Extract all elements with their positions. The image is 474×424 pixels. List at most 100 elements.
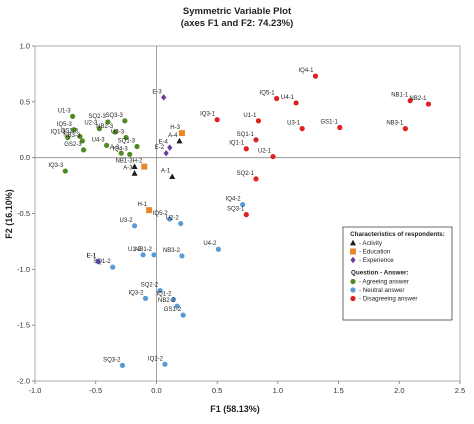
data-point [176, 137, 183, 144]
y-tick-label: -2.0 [17, 377, 30, 386]
axes-layer: -1.0 -0.5 0.0 0.5 1.0 1.5 2.0 2.5 1.0 0.5 0.0 -0.5 -… [17, 42, 465, 396]
data-point [134, 143, 140, 150]
legend-label: - Neutral answer [359, 287, 404, 294]
data-point [131, 170, 138, 176]
data-label: U1-2 [128, 247, 142, 253]
y-tick-label: 0.0 [20, 153, 30, 162]
data-point [179, 253, 185, 259]
data-label: E-3 [152, 89, 162, 95]
data-label: IQ2-2 [148, 356, 164, 362]
data-label: SQ2-3 [89, 114, 107, 120]
data-label: IQ4-2 [226, 197, 242, 203]
data-point [169, 173, 176, 180]
y-tick-label: 0.5 [20, 97, 30, 106]
data-point [243, 212, 249, 218]
x-axis-label: F1 (58.13%) [210, 404, 260, 414]
data-label: NB2-1 [409, 96, 427, 102]
data-label: U4-2 [203, 241, 217, 247]
data-point [123, 134, 129, 141]
data-label: U1-3 [58, 108, 72, 114]
series-education: H-3 H-2 H-1 [133, 125, 185, 214]
data-label: SQ1-2 [93, 259, 111, 265]
data-label: IQ3-3 [48, 163, 64, 169]
data-label: U1-1 [243, 113, 257, 119]
legend: Characteristics of respondents: - Activit… [342, 226, 453, 321]
data-point [162, 361, 168, 367]
data-label: SQ3-3 [106, 113, 124, 119]
data-point [118, 150, 124, 156]
chart-subtitle: (axes F1 and F2: 74.23%) [181, 18, 293, 29]
data-point [163, 150, 169, 157]
y-tick-label: -1.5 [17, 321, 30, 330]
data-label: E-2 [155, 145, 165, 151]
legend-marker [350, 287, 356, 293]
data-point [270, 153, 276, 160]
data-label: A-4 [168, 133, 178, 139]
legend-label: - Activity [359, 240, 383, 247]
data-point [142, 295, 149, 301]
data-point [178, 130, 185, 137]
data-label: NB1-2 [135, 247, 153, 253]
y-tick-label: -0.5 [17, 209, 30, 218]
data-point [105, 119, 111, 125]
data-label: IQ3-1 [200, 112, 216, 118]
data-label: A-2 [110, 145, 120, 151]
x-tick-label: 1.0 [273, 386, 283, 395]
data-label: GS1-3 [61, 128, 79, 134]
data-label: U3-2 [120, 218, 134, 224]
series-experience: E-3 E-4E-2 E-1 [87, 89, 173, 265]
data-point [425, 101, 432, 107]
legend-title: Characteristics of respondents: [350, 231, 445, 238]
data-label: U4-1 [281, 95, 295, 101]
data-point [253, 137, 259, 143]
data-point [96, 126, 102, 132]
data-label: GS1-2 [164, 307, 182, 313]
data-label: IQ1-1 [229, 141, 245, 147]
data-point [104, 142, 110, 148]
data-label: IQ1-3 [51, 130, 67, 136]
data-point [127, 151, 133, 157]
data-label: NB3-2 [163, 248, 181, 254]
data-label: U3-3 [111, 130, 125, 136]
data-point [80, 147, 87, 153]
data-point [79, 138, 85, 144]
data-point [62, 168, 68, 174]
data-point [65, 134, 71, 141]
y-tick-label: -1.0 [17, 265, 30, 274]
data-label: SQ3-1 [227, 207, 245, 213]
y-axis-label: F2 (16.10%) [4, 189, 14, 239]
data-point [215, 246, 221, 252]
data-point [243, 146, 249, 152]
data-label: U2-3 [84, 121, 98, 127]
data-point [119, 362, 126, 368]
data-point [151, 252, 157, 258]
x-tick-label: 0.5 [212, 386, 222, 395]
legend-marker [350, 278, 356, 285]
data-label: H-3 [170, 125, 180, 131]
data-label: SQ2-2 [141, 283, 159, 289]
data-label: NB3-3 [63, 133, 81, 139]
data-label: SQ1-1 [237, 132, 255, 138]
x-tick-label: 2.0 [394, 386, 404, 395]
data-label: IQ3-2 [128, 290, 144, 296]
data-label: NB2-3 [96, 124, 114, 130]
data-point [161, 94, 167, 101]
data-point [178, 220, 184, 227]
data-label: NB1-3 [116, 159, 134, 165]
series-activity: A-4 NB1-3A-3 A-1 [116, 133, 183, 180]
data-label: E-4 [158, 140, 168, 146]
data-point [146, 207, 153, 214]
x-tick-label: 0.0 [151, 386, 161, 395]
data-label: IQ4-3 [113, 146, 129, 152]
x-tick-label: 1.5 [333, 386, 343, 395]
legend-label: - Agreeing answer [359, 279, 409, 286]
data-label: A-1 [161, 169, 171, 175]
legend-marker [350, 256, 356, 264]
data-point [71, 127, 77, 133]
data-label: E-1 [87, 254, 97, 260]
legend-label: - Experience [359, 257, 394, 264]
legend-label: - Disagreeing answer [359, 296, 417, 303]
